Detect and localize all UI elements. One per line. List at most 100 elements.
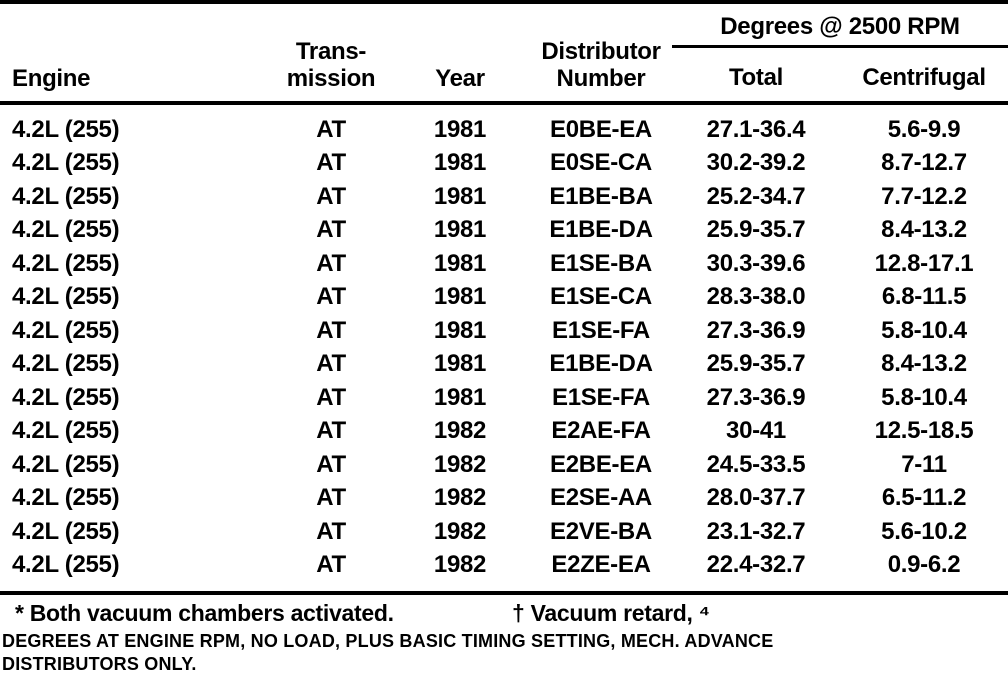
table-header: Engine Trans- mission Year Distributor N… bbox=[0, 4, 1008, 105]
cell-year: 1981 bbox=[433, 283, 487, 311]
table-row: 4.2L (255) AT 1981 E1SE-FA 27.3-36.9 5.8… bbox=[0, 314, 1008, 348]
cell-engine: 4.2L (255) bbox=[12, 115, 120, 143]
cell-total-degrees: 22.4-32.7 bbox=[706, 551, 806, 579]
cell-year: 1981 bbox=[433, 383, 487, 411]
bottom-border-rule bbox=[0, 591, 1008, 595]
table-row: 4.2L (255) AT 1982 E2BE-EA 24.5-33.5 7-1… bbox=[0, 448, 1008, 482]
cell-transmission: AT bbox=[316, 182, 346, 210]
cell-distributor-number: E0SE-CA bbox=[550, 149, 652, 177]
table-row: 4.2L (255) AT 1981 E1SE-CA 28.3-38.0 6.8… bbox=[0, 281, 1008, 315]
cell-distributor-number: E2VE-BA bbox=[550, 517, 652, 545]
cell-centrifugal-degrees: 8.4-13.2 bbox=[881, 350, 967, 378]
cell-year: 1981 bbox=[433, 115, 487, 143]
column-group-header-degrees: Degrees @ 2500 RPM bbox=[720, 13, 960, 40]
cell-centrifugal-degrees: 6.8-11.5 bbox=[881, 283, 967, 311]
cell-year: 1982 bbox=[433, 417, 487, 445]
cell-transmission: AT bbox=[316, 417, 346, 445]
table-row: 4.2L (255) AT 1982 E2ZE-EA 22.4-32.7 0.9… bbox=[0, 549, 1008, 583]
column-group-degrees: Degrees @ 2500 RPM Total Centrifugal bbox=[672, 4, 1008, 101]
cell-centrifugal-degrees: 8.7-12.7 bbox=[881, 149, 967, 177]
table-row: 4.2L (255) AT 1982 E2VE-BA 23.1-32.7 5.6… bbox=[0, 515, 1008, 549]
cell-distributor-number: E0BE-EA bbox=[550, 115, 652, 143]
cell-engine: 4.2L (255) bbox=[12, 484, 120, 512]
cell-centrifugal-degrees: 7-11 bbox=[901, 450, 947, 478]
cell-engine: 4.2L (255) bbox=[12, 450, 120, 478]
cell-engine: 4.2L (255) bbox=[12, 182, 120, 210]
table-caption: DEGREES AT ENGINE RPM, NO LOAD, PLUS BAS… bbox=[0, 630, 1008, 676]
cell-year: 1982 bbox=[433, 450, 487, 478]
table-row: 4.2L (255) AT 1981 E0SE-CA 30.2-39.2 8.7… bbox=[0, 147, 1008, 181]
cell-engine: 4.2L (255) bbox=[12, 249, 120, 277]
cell-total-degrees: 23.1-32.7 bbox=[706, 517, 806, 545]
cell-total-degrees: 30.3-39.6 bbox=[706, 249, 806, 277]
cell-engine: 4.2L (255) bbox=[12, 551, 120, 579]
table-row: 4.2L (255) AT 1981 E1BE-DA 25.9-35.7 8.4… bbox=[0, 348, 1008, 382]
cell-centrifugal-degrees: 7.7-12.2 bbox=[881, 182, 967, 210]
cell-engine: 4.2L (255) bbox=[12, 216, 120, 244]
column-header-year: Year bbox=[435, 65, 485, 92]
cell-centrifugal-degrees: 5.8-10.4 bbox=[881, 383, 967, 411]
cell-year: 1981 bbox=[433, 316, 487, 344]
cell-transmission: AT bbox=[316, 484, 346, 512]
cell-transmission: AT bbox=[316, 551, 346, 579]
cell-total-degrees: 27.1-36.4 bbox=[706, 115, 806, 143]
cell-total-degrees: 28.0-37.7 bbox=[706, 484, 806, 512]
column-header-total: Total bbox=[728, 64, 784, 91]
top-border-rule bbox=[0, 0, 1008, 4]
cell-engine: 4.2L (255) bbox=[12, 517, 120, 545]
cell-year: 1982 bbox=[433, 551, 487, 579]
cell-distributor-number: E1SE-FA bbox=[552, 316, 650, 344]
cell-year: 1982 bbox=[433, 484, 487, 512]
footnote-both-vacuum: * Both vacuum chambers activated. bbox=[15, 600, 394, 626]
cell-distributor-number: E1SE-CA bbox=[550, 283, 652, 311]
cell-transmission: AT bbox=[316, 316, 346, 344]
table-row: 4.2L (255) AT 1982 E2SE-AA 28.0-37.7 6.5… bbox=[0, 482, 1008, 516]
cell-distributor-number: E1SE-BA bbox=[550, 249, 652, 277]
table-row: 4.2L (255) AT 1982 E2AE-FA 30-41 12.5-18… bbox=[0, 415, 1008, 449]
cell-centrifugal-degrees: 0.9-6.2 bbox=[887, 551, 961, 579]
column-header-distributor-line1: Distributor bbox=[541, 38, 661, 65]
column-header-transmission-line2: mission bbox=[286, 65, 376, 92]
cell-total-degrees: 28.3-38.0 bbox=[706, 283, 806, 311]
cell-engine: 4.2L (255) bbox=[12, 316, 120, 344]
cell-transmission: AT bbox=[316, 283, 346, 311]
table-row: 4.2L (255) AT 1981 E1BE-DA 25.9-35.7 8.4… bbox=[0, 214, 1008, 248]
cell-year: 1981 bbox=[433, 216, 487, 244]
column-header-distributor-line2: Number bbox=[556, 65, 646, 92]
cell-transmission: AT bbox=[316, 383, 346, 411]
cell-engine: 4.2L (255) bbox=[12, 417, 120, 445]
cell-year: 1982 bbox=[433, 517, 487, 545]
table-row: 4.2L (255) AT 1981 E0BE-EA 27.1-36.4 5.6… bbox=[0, 113, 1008, 147]
cell-engine: 4.2L (255) bbox=[12, 350, 120, 378]
footnotes: * Both vacuum chambers activated. † Vacu… bbox=[0, 595, 1008, 628]
cell-transmission: AT bbox=[316, 149, 346, 177]
cell-centrifugal-degrees: 12.5-18.5 bbox=[874, 417, 974, 445]
cell-centrifugal-degrees: 8.4-13.2 bbox=[881, 216, 967, 244]
cell-total-degrees: 25.9-35.7 bbox=[706, 216, 806, 244]
cell-year: 1981 bbox=[433, 249, 487, 277]
cell-centrifugal-degrees: 6.5-11.2 bbox=[881, 484, 967, 512]
cell-centrifugal-degrees: 12.8-17.1 bbox=[874, 249, 974, 277]
cell-transmission: AT bbox=[316, 115, 346, 143]
cell-distributor-number: E2BE-EA bbox=[550, 450, 652, 478]
cell-total-degrees: 30.2-39.2 bbox=[706, 149, 806, 177]
cell-distributor-number: E1BE-BA bbox=[549, 182, 653, 210]
cell-distributor-number: E2AE-FA bbox=[551, 417, 651, 445]
cell-transmission: AT bbox=[316, 216, 346, 244]
cell-total-degrees: 27.3-36.9 bbox=[706, 383, 806, 411]
cell-distributor-number: E1BE-DA bbox=[549, 216, 653, 244]
cell-year: 1981 bbox=[433, 182, 487, 210]
cell-total-degrees: 25.9-35.7 bbox=[706, 350, 806, 378]
cell-total-degrees: 27.3-36.9 bbox=[706, 316, 806, 344]
degrees-group-underline bbox=[672, 45, 1008, 48]
column-header-transmission-line1: Trans- bbox=[295, 38, 367, 65]
cell-engine: 4.2L (255) bbox=[12, 383, 120, 411]
column-header-transmission: Trans- mission bbox=[272, 4, 390, 101]
cell-transmission: AT bbox=[316, 517, 346, 545]
cell-engine: 4.2L (255) bbox=[12, 149, 120, 177]
column-header-centrifugal: Centrifugal bbox=[862, 64, 986, 91]
cell-transmission: AT bbox=[316, 249, 346, 277]
table-row: 4.2L (255) AT 1981 E1BE-BA 25.2-34.7 7.7… bbox=[0, 180, 1008, 214]
table-row: 4.2L (255) AT 1981 E1SE-FA 27.3-36.9 5.8… bbox=[0, 381, 1008, 415]
